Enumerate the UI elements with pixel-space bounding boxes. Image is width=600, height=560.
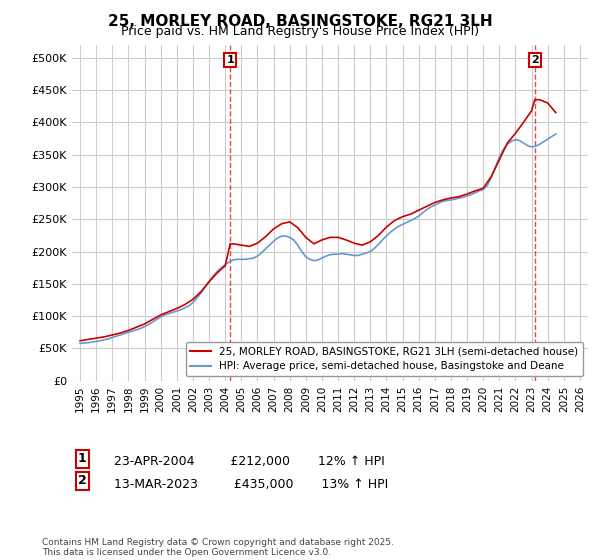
Text: 2: 2 (531, 55, 539, 65)
Text: Contains HM Land Registry data © Crown copyright and database right 2025.
This d: Contains HM Land Registry data © Crown c… (42, 538, 394, 557)
Legend: 25, MORLEY ROAD, BASINGSTOKE, RG21 3LH (semi-detached house), HPI: Average price: 25, MORLEY ROAD, BASINGSTOKE, RG21 3LH (… (186, 342, 583, 376)
Text: 2: 2 (78, 474, 87, 487)
Text: 23-APR-2004         £212,000       12% ↑ HPI: 23-APR-2004 £212,000 12% ↑ HPI (114, 455, 385, 469)
Text: 1: 1 (78, 452, 87, 465)
Text: 1: 1 (226, 55, 234, 65)
Text: 13-MAR-2023         £435,000       13% ↑ HPI: 13-MAR-2023 £435,000 13% ↑ HPI (114, 478, 388, 491)
Text: Price paid vs. HM Land Registry's House Price Index (HPI): Price paid vs. HM Land Registry's House … (121, 25, 479, 38)
Text: 25, MORLEY ROAD, BASINGSTOKE, RG21 3LH: 25, MORLEY ROAD, BASINGSTOKE, RG21 3LH (107, 14, 493, 29)
